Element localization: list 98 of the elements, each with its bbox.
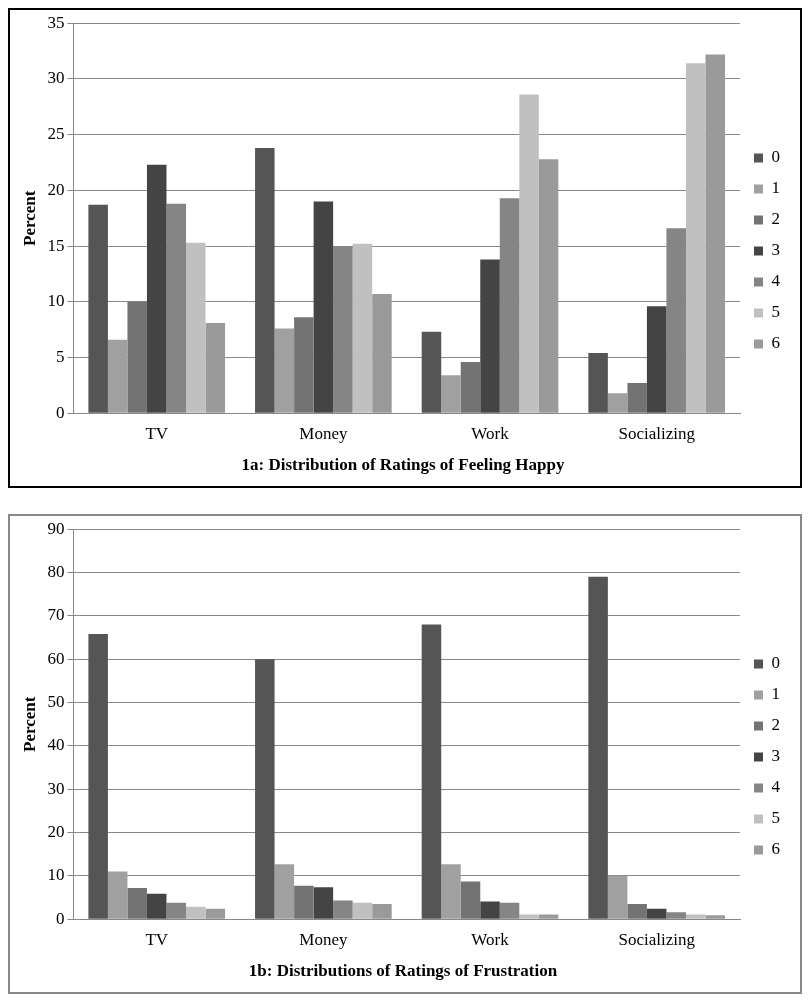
legend-label: 3 (771, 746, 780, 766)
y-tick-label: 10 (47, 865, 65, 885)
bar (538, 914, 559, 919)
legend-label: 3 (771, 240, 780, 260)
y-tick-label: 5 (55, 346, 65, 366)
bar (646, 908, 667, 919)
y-axis-title: Percent (19, 190, 39, 246)
bar (255, 148, 275, 413)
y-tick-label: 15 (47, 235, 65, 255)
bar (333, 246, 353, 413)
legend-label: 0 (771, 147, 780, 167)
bar (205, 908, 226, 919)
bar (274, 864, 295, 919)
bar (313, 201, 334, 413)
y-tick-label: 35 (47, 12, 65, 32)
legend-label: 5 (771, 808, 780, 828)
bar (519, 94, 539, 413)
bar (127, 301, 147, 413)
bar (146, 164, 167, 413)
legend-label: 4 (771, 271, 781, 291)
bar (372, 293, 392, 413)
bar (460, 361, 481, 413)
bar (186, 242, 206, 413)
y-tick-label: 20 (47, 822, 65, 841)
bar (607, 875, 628, 919)
bar (88, 634, 108, 919)
bar (685, 914, 706, 919)
y-tick-label: 70 (47, 605, 65, 625)
legend-label: 2 (771, 715, 780, 735)
bar (441, 375, 461, 413)
bar (107, 339, 128, 413)
bar (607, 393, 628, 413)
y-tick-label: 90 (47, 518, 65, 538)
bar (127, 888, 147, 919)
bar (499, 902, 520, 919)
bar (480, 901, 500, 919)
x-tick-label: TV (145, 929, 169, 949)
y-tick-label: 0 (55, 402, 65, 422)
x-tick-label: Socializing (618, 929, 696, 949)
bar (588, 576, 608, 919)
x-tick-label: Money (299, 929, 348, 949)
x-tick-label: Work (471, 929, 510, 949)
bar (205, 322, 226, 413)
legend-label: 1 (771, 684, 780, 704)
legend-label: 4 (771, 777, 781, 797)
bar (352, 243, 373, 413)
text: 1b: Distributions of Ratings of Frustration (248, 961, 558, 981)
y-tick-label: 25 (47, 124, 65, 144)
bar (294, 317, 314, 413)
bar (88, 204, 108, 413)
bar (519, 914, 539, 919)
bar (146, 893, 167, 919)
bar (352, 902, 373, 919)
bar (441, 864, 461, 919)
bar (646, 306, 667, 413)
x-tick-label: TV (145, 423, 169, 443)
y-tick-label: 20 (47, 179, 65, 199)
bar (186, 906, 206, 919)
bar (538, 159, 559, 413)
legend-label: 2 (771, 209, 780, 229)
bar (294, 885, 314, 919)
x-tick-label: Work (471, 423, 510, 443)
bar (627, 904, 647, 919)
x-tick-label: Money (299, 423, 348, 443)
legend-label: 0 (771, 653, 780, 673)
bar (107, 871, 128, 919)
bar (460, 881, 481, 919)
legend-label: 6 (771, 333, 780, 353)
bar (705, 54, 725, 413)
bar (666, 912, 686, 919)
bar (705, 915, 725, 919)
bar (166, 203, 187, 413)
legend-label: 6 (771, 839, 780, 859)
bar (166, 902, 187, 919)
x-tick-label: Socializing (618, 423, 696, 443)
bar (372, 904, 392, 919)
bar (588, 353, 608, 413)
bar (274, 328, 295, 413)
y-tick-label: 60 (47, 648, 65, 668)
bar (255, 659, 275, 919)
legend-label: 1 (771, 178, 780, 198)
bar (480, 259, 500, 413)
bar (333, 900, 353, 919)
y-tick-label: 10 (47, 291, 65, 311)
text: 1a: Distribution of Ratings of Feeling Happy (241, 455, 565, 475)
bar (421, 331, 442, 413)
bar (421, 624, 442, 919)
y-tick-label: 40 (47, 735, 65, 755)
y-axis-title: Percent (19, 696, 39, 752)
bar (627, 383, 647, 413)
y-tick-label: 80 (47, 562, 65, 581)
y-tick-label: 0 (55, 908, 65, 928)
legend-label: 5 (771, 302, 780, 322)
y-tick-label: 30 (47, 68, 65, 88)
y-tick-label: 50 (47, 692, 65, 711)
y-tick-label: 30 (47, 778, 65, 798)
bar (313, 887, 334, 919)
bar (685, 63, 706, 413)
